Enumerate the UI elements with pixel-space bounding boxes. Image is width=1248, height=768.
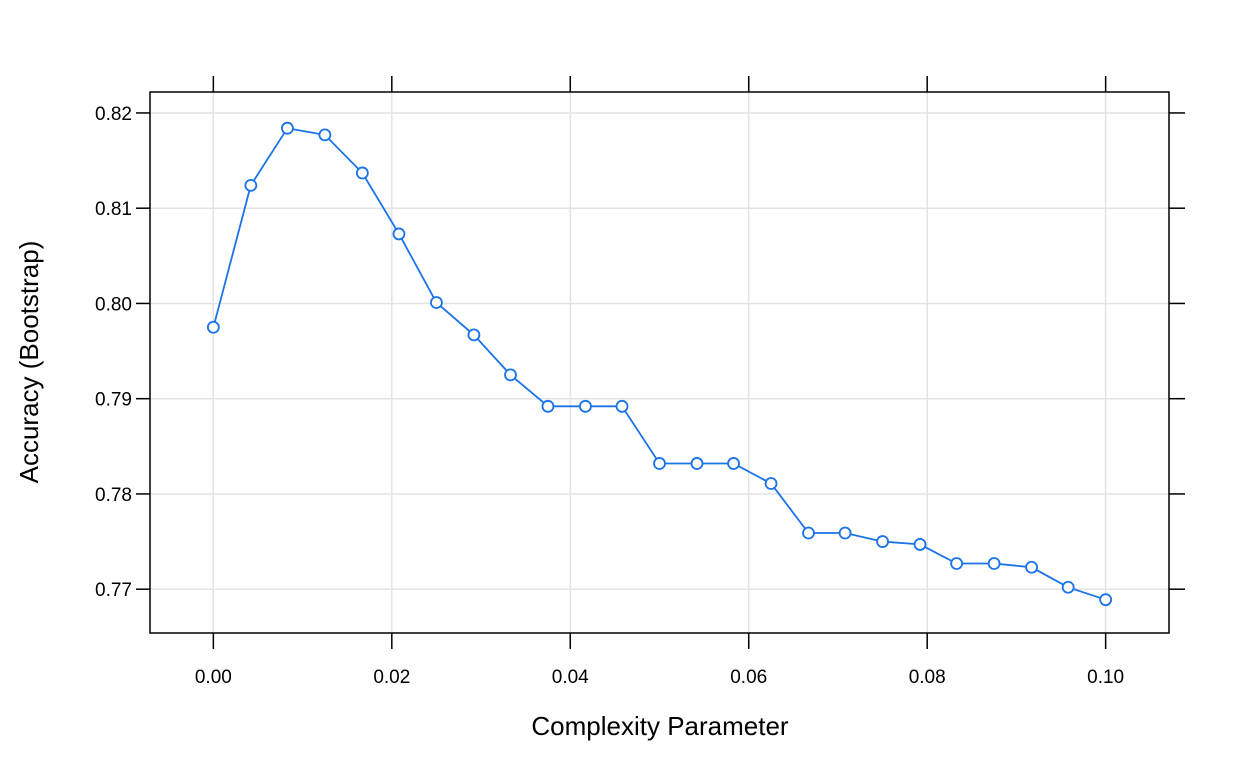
series-accuracy bbox=[206, 121, 1113, 607]
data-point bbox=[764, 477, 778, 490]
x-tick-label: 0.10 bbox=[1087, 667, 1124, 688]
data-point bbox=[579, 399, 592, 413]
x-tick-label: 0.08 bbox=[909, 667, 946, 688]
data-point bbox=[987, 557, 1001, 570]
data-point bbox=[467, 328, 481, 342]
x-tick-label: 0.04 bbox=[552, 667, 589, 688]
plot-frame bbox=[149, 91, 1170, 634]
x-tick-label: 0.00 bbox=[195, 667, 232, 688]
data-point bbox=[355, 166, 369, 180]
data-point bbox=[1061, 580, 1075, 594]
y-tick-label: 0.82 bbox=[95, 104, 132, 125]
data-point bbox=[802, 526, 815, 540]
data-point bbox=[727, 457, 740, 470]
data-point bbox=[281, 121, 294, 135]
data-point bbox=[504, 368, 517, 382]
data-point bbox=[206, 320, 220, 334]
data-point bbox=[1025, 560, 1038, 574]
series-line bbox=[212, 127, 1106, 601]
data-point bbox=[430, 296, 443, 309]
data-point bbox=[318, 128, 332, 142]
x-axis-title: Complexity Parameter bbox=[531, 711, 789, 741]
x-tick-label: 0.06 bbox=[730, 667, 767, 688]
data-point bbox=[876, 535, 889, 548]
data-point bbox=[1099, 593, 1113, 607]
y-tick-label: 0.77 bbox=[95, 580, 132, 601]
y-tick-label: 0.81 bbox=[95, 199, 132, 220]
data-point bbox=[838, 526, 852, 540]
data-point bbox=[653, 457, 666, 470]
data-point bbox=[615, 399, 629, 413]
data-point bbox=[950, 557, 964, 570]
grid-lines bbox=[150, 92, 1169, 633]
y-tick-label: 0.79 bbox=[95, 390, 132, 411]
y-tick-label: 0.80 bbox=[95, 294, 132, 315]
data-point bbox=[690, 457, 704, 470]
axis-ticks: 0.00 0.02 0.04 0.06 0.08 0.10 0.77 0.78 0.79 0.80… bbox=[95, 76, 1185, 688]
y-axis-title: Accuracy (Bootstrap) bbox=[14, 241, 44, 484]
data-point bbox=[244, 178, 258, 192]
data-point bbox=[541, 399, 555, 413]
y-tick-label: 0.78 bbox=[95, 485, 132, 506]
x-tick-label: 0.02 bbox=[373, 667, 410, 688]
data-point bbox=[913, 538, 927, 551]
data-point bbox=[392, 227, 406, 241]
